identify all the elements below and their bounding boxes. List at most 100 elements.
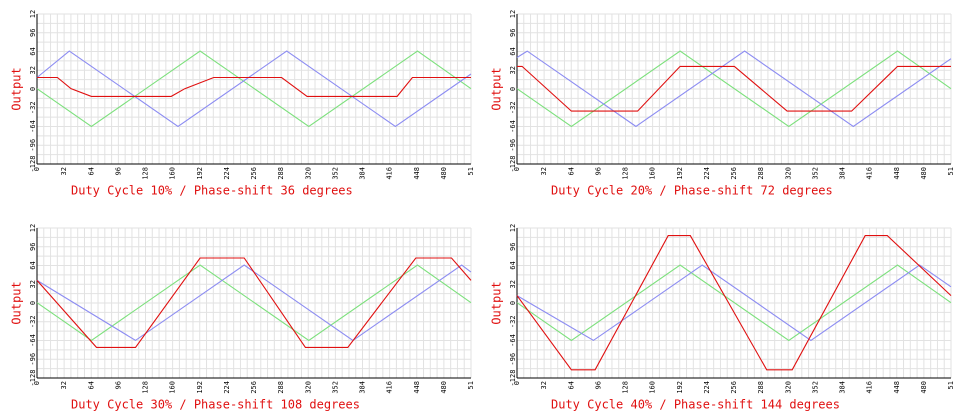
- y-tick-label: -32: [29, 315, 37, 328]
- series-line-red: [516, 235, 952, 371]
- x-tick-label: 96: [114, 381, 122, 389]
- y-tick-label: 64: [509, 261, 517, 269]
- x-tick-label: 288: [277, 381, 285, 394]
- y-tick-label: 32: [509, 280, 517, 288]
- y-axis-label: Output: [490, 281, 504, 324]
- x-tick-label: 224: [223, 167, 231, 180]
- x-tick-label: 288: [757, 381, 765, 394]
- y-tick-label: -96: [509, 139, 517, 152]
- x-tick-label: 320: [784, 381, 792, 394]
- x-tick-label: 160: [649, 167, 657, 180]
- x-tick-label: 51: [467, 167, 475, 175]
- series-line-blue: [516, 50, 952, 128]
- x-tick-label: 416: [386, 167, 394, 180]
- series-line-blue: [516, 264, 952, 342]
- x-tick-label: 352: [331, 381, 339, 394]
- y-tick-label: 12: [29, 224, 37, 232]
- x-tick-label: 128: [622, 167, 630, 180]
- x-tick-label: 128: [142, 167, 150, 180]
- x-tick-label: 192: [676, 381, 684, 394]
- y-tick-label: 64: [29, 47, 37, 55]
- x-tick-label: 96: [594, 167, 602, 175]
- x-tick-label: 416: [866, 167, 874, 180]
- series-line-red: [37, 76, 471, 97]
- x-tick-label: 0: [33, 167, 41, 171]
- x-tick-label: 480: [920, 381, 928, 394]
- y-tick-label: 0: [509, 301, 517, 305]
- y-tick-label: -128: [509, 370, 517, 387]
- x-tick-label: 192: [196, 167, 204, 180]
- x-tick-label: 480: [440, 381, 448, 394]
- series-line-green: [36, 50, 472, 128]
- chart-svg: 0 32 64 96 128 160 192 224 256 288 320 352 384 416 448…: [490, 10, 956, 198]
- y-tick-label: -128: [29, 156, 37, 173]
- chart-svg: 0 32 64 96 128 160 192 224 256 288 320 352 384 416 448…: [490, 224, 956, 412]
- x-tick-label: 0: [513, 167, 521, 171]
- x-tick-label: 352: [331, 167, 339, 180]
- x-tick-label: 160: [169, 167, 177, 180]
- y-axis-label: Output: [10, 67, 24, 110]
- x-tick-label: 128: [142, 381, 150, 394]
- chart-title: Duty Cycle 20% / Phase-shift 72 degrees: [551, 184, 833, 198]
- y-axis-label: Output: [490, 67, 504, 110]
- x-tick-label: 32: [60, 381, 68, 389]
- y-tick-label: 64: [509, 47, 517, 55]
- x-tick-label: 288: [757, 167, 765, 180]
- x-tick-label: 64: [567, 381, 575, 389]
- y-tick-label: 96: [29, 243, 37, 251]
- x-tick-label: 480: [440, 167, 448, 180]
- chart-panel-duty-40: 0 32 64 96 128 160 192 224 256 288 320 352 384 416 448…: [480, 214, 960, 420]
- y-tick-label: -32: [509, 101, 517, 114]
- x-tick-label: 352: [811, 381, 819, 394]
- y-tick-label: -64: [509, 334, 517, 347]
- y-tick-label: -32: [509, 315, 517, 328]
- chart-panel-duty-20: 0 32 64 96 128 160 192 224 256 288 320 352 384 416 448…: [480, 0, 960, 200]
- x-tick-label: 448: [893, 167, 901, 180]
- x-tick-label: 224: [223, 381, 231, 394]
- series-line-red: [36, 257, 472, 348]
- x-tick-label: 256: [730, 167, 738, 180]
- series-line-red: [517, 65, 951, 112]
- x-tick-label: 384: [359, 167, 367, 180]
- series-line-green: [516, 264, 952, 342]
- x-tick-label: 32: [540, 381, 548, 389]
- x-tick-label: 448: [893, 381, 901, 394]
- x-tick-label: 224: [703, 381, 711, 394]
- y-tick-label: -128: [29, 370, 37, 387]
- series-line-blue: [36, 264, 472, 342]
- x-tick-label: 96: [594, 381, 602, 389]
- x-tick-label: 51: [947, 381, 955, 389]
- x-tick-label: 160: [649, 381, 657, 394]
- x-tick-label: 96: [114, 167, 122, 175]
- series-line-green: [516, 50, 952, 128]
- x-tick-label: 192: [676, 167, 684, 180]
- x-tick-label: 320: [304, 167, 312, 180]
- chart-svg: 0 32 64 96 128 160 192 224 256 288 320 352 384 416 448…: [10, 224, 476, 412]
- x-tick-label: 320: [784, 167, 792, 180]
- y-tick-label: 32: [29, 280, 37, 288]
- y-tick-label: 96: [29, 29, 37, 37]
- x-tick-label: 32: [540, 167, 548, 175]
- x-tick-label: 416: [386, 381, 394, 394]
- y-tick-label: 32: [509, 66, 517, 74]
- chart-panel-duty-30: 0 32 64 96 128 160 192 224 256 288 320 352 384 416 448…: [0, 214, 480, 420]
- y-tick-label: 0: [509, 87, 517, 91]
- x-tick-label: 384: [839, 381, 847, 394]
- x-tick-label: 320: [304, 381, 312, 394]
- y-tick-label: 0: [29, 87, 37, 91]
- chart-title: Duty Cycle 40% / Phase-shift 144 degrees: [551, 398, 840, 412]
- y-tick-label: -64: [29, 334, 37, 347]
- x-tick-label: 128: [622, 381, 630, 394]
- y-tick-label: -96: [29, 139, 37, 152]
- series-line-blue: [36, 50, 472, 128]
- y-axis-label: Output: [10, 281, 24, 324]
- x-tick-label: 64: [87, 167, 95, 175]
- x-tick-label: 448: [413, 381, 421, 394]
- x-tick-label: 352: [811, 167, 819, 180]
- y-tick-label: 96: [509, 243, 517, 251]
- x-tick-label: 64: [87, 381, 95, 389]
- x-tick-label: 416: [866, 381, 874, 394]
- y-tick-label: 32: [29, 66, 37, 74]
- y-tick-label: -128: [509, 156, 517, 173]
- x-tick-label: 224: [703, 167, 711, 180]
